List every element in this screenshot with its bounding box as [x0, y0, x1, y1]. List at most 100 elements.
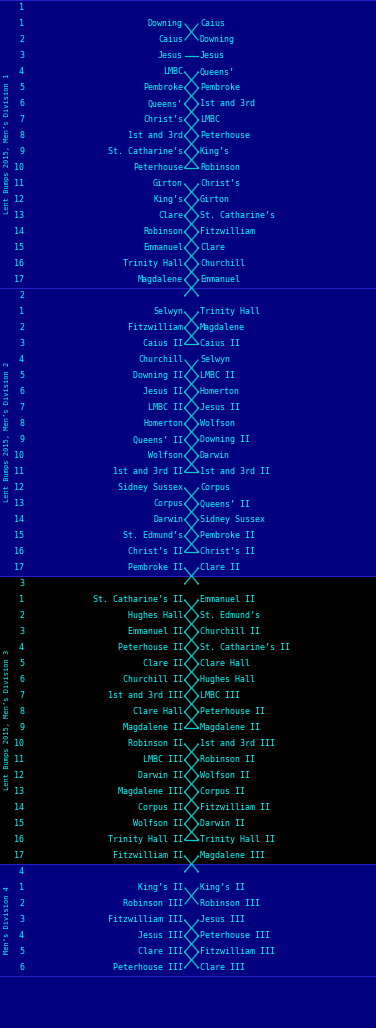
- Text: 14: 14: [14, 515, 24, 524]
- Text: Robinson III: Robinson III: [200, 900, 260, 909]
- Text: Clare Hall: Clare Hall: [133, 707, 183, 717]
- Text: Wolfson II: Wolfson II: [200, 771, 250, 780]
- Text: Magdalene: Magdalene: [200, 324, 245, 332]
- Text: Downing: Downing: [200, 36, 235, 44]
- Text: Hughes Hall: Hughes Hall: [128, 612, 183, 621]
- Text: St. Edmund’s: St. Edmund’s: [200, 612, 260, 621]
- Text: 5: 5: [19, 948, 24, 956]
- Text: 11: 11: [14, 756, 24, 765]
- Text: 12: 12: [14, 771, 24, 780]
- Text: 9: 9: [19, 724, 24, 733]
- Text: Magdalene: Magdalene: [138, 276, 183, 285]
- Text: King’s II: King’s II: [200, 883, 245, 892]
- Text: LMBC II: LMBC II: [148, 404, 183, 412]
- Text: 6: 6: [19, 963, 24, 972]
- Text: 17: 17: [14, 276, 24, 285]
- Text: LMBC III: LMBC III: [143, 756, 183, 765]
- Text: 3: 3: [19, 580, 24, 588]
- Text: 4: 4: [19, 644, 24, 653]
- Text: 7: 7: [19, 404, 24, 412]
- Text: Sidney Sussex: Sidney Sussex: [118, 483, 183, 492]
- Text: 5: 5: [19, 83, 24, 93]
- Text: Girton: Girton: [153, 180, 183, 188]
- Text: 8: 8: [19, 707, 24, 717]
- Text: 11: 11: [14, 180, 24, 188]
- Text: Jesus: Jesus: [200, 51, 225, 61]
- Text: 14: 14: [14, 804, 24, 812]
- Text: Men’s Division 4: Men’s Division 4: [4, 886, 10, 954]
- Text: Jesus III: Jesus III: [138, 931, 183, 941]
- Text: 11: 11: [14, 468, 24, 477]
- Text: 1st and 3rd II: 1st and 3rd II: [200, 468, 270, 477]
- Text: 2: 2: [19, 36, 24, 44]
- Text: Robinson II: Robinson II: [128, 739, 183, 748]
- Text: 15: 15: [14, 244, 24, 253]
- Text: Fitzwilliam II: Fitzwilliam II: [113, 851, 183, 860]
- Text: Caius II: Caius II: [143, 339, 183, 348]
- Text: 17: 17: [14, 563, 24, 573]
- Text: Selwyn: Selwyn: [153, 307, 183, 317]
- Text: Queens’ II: Queens’ II: [200, 500, 250, 509]
- Text: King’s: King’s: [153, 195, 183, 205]
- Text: Caius II: Caius II: [200, 339, 240, 348]
- Text: 10: 10: [14, 739, 24, 748]
- Bar: [0, 0, 376, 288]
- Text: LMBC: LMBC: [200, 115, 220, 124]
- Text: 1: 1: [19, 307, 24, 317]
- Text: Darwin: Darwin: [200, 451, 230, 461]
- Text: St. Catharine’s II: St. Catharine’s II: [200, 644, 290, 653]
- Text: Jesus III: Jesus III: [200, 916, 245, 924]
- Text: 13: 13: [14, 212, 24, 220]
- Text: 6: 6: [19, 100, 24, 109]
- Text: Emmanuel: Emmanuel: [200, 276, 240, 285]
- Text: Christ’s II: Christ’s II: [200, 548, 255, 556]
- Text: Pembroke: Pembroke: [200, 83, 240, 93]
- Text: 5: 5: [19, 660, 24, 668]
- Text: 15: 15: [14, 531, 24, 541]
- Text: Homerton: Homerton: [143, 419, 183, 429]
- Text: LMBC III: LMBC III: [200, 692, 240, 700]
- Text: Pembroke II: Pembroke II: [200, 531, 255, 541]
- Text: Churchill II: Churchill II: [200, 627, 260, 636]
- Bar: [0, 576, 376, 864]
- Text: Darwin II: Darwin II: [138, 771, 183, 780]
- Text: 9: 9: [19, 147, 24, 156]
- Text: Fitzwilliam III: Fitzwilliam III: [108, 916, 183, 924]
- Text: Christ’s: Christ’s: [143, 115, 183, 124]
- Text: Robinson: Robinson: [200, 163, 240, 173]
- Text: 3: 3: [19, 51, 24, 61]
- Text: Peterhouse II: Peterhouse II: [200, 707, 265, 717]
- Text: St. Catharine’s II: St. Catharine’s II: [93, 595, 183, 604]
- Text: Clare Hall: Clare Hall: [200, 660, 250, 668]
- Text: Downing II: Downing II: [133, 371, 183, 380]
- Text: Clare II: Clare II: [200, 563, 240, 573]
- Text: 2: 2: [19, 900, 24, 909]
- Text: 2: 2: [19, 292, 24, 300]
- Text: Wolfson: Wolfson: [148, 451, 183, 461]
- Text: 1st and 3rd III: 1st and 3rd III: [108, 692, 183, 700]
- Text: Trinity Hall II: Trinity Hall II: [200, 836, 275, 844]
- Text: 10: 10: [14, 163, 24, 173]
- Text: LMBC II: LMBC II: [200, 371, 235, 380]
- Text: 10: 10: [14, 451, 24, 461]
- Text: Magdalene II: Magdalene II: [200, 724, 260, 733]
- Bar: [0, 288, 376, 576]
- Text: Trinity Hall: Trinity Hall: [200, 307, 260, 317]
- Text: 16: 16: [14, 548, 24, 556]
- Text: Wolfson: Wolfson: [200, 419, 235, 429]
- Text: 12: 12: [14, 195, 24, 205]
- Text: St. Catharine’s: St. Catharine’s: [108, 147, 183, 156]
- Text: Sidney Sussex: Sidney Sussex: [200, 515, 265, 524]
- Text: 1st and 3rd: 1st and 3rd: [200, 100, 255, 109]
- Text: 8: 8: [19, 132, 24, 141]
- Text: 3: 3: [19, 916, 24, 924]
- Text: Magdalene II: Magdalene II: [123, 724, 183, 733]
- Text: Lent Bumps 2015, Men’s Division 1: Lent Bumps 2015, Men’s Division 1: [4, 74, 10, 214]
- Text: Fitzwilliam: Fitzwilliam: [200, 227, 255, 236]
- Text: 16: 16: [14, 836, 24, 844]
- Text: Queens’: Queens’: [148, 100, 183, 109]
- Text: Trinity Hall II: Trinity Hall II: [108, 836, 183, 844]
- Text: Clare III: Clare III: [200, 963, 245, 972]
- Text: 14: 14: [14, 227, 24, 236]
- Text: Wolfson II: Wolfson II: [133, 819, 183, 829]
